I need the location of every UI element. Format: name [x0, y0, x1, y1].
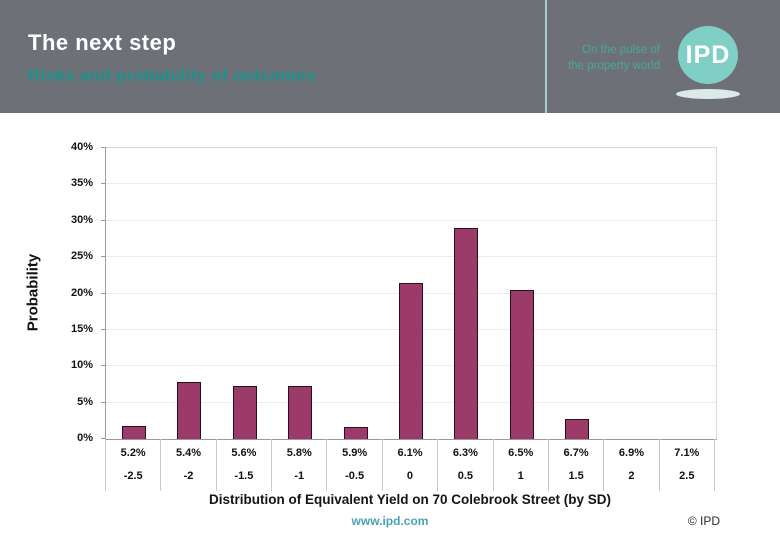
y-tick-mark [101, 219, 106, 221]
x-tick-yield: 5.9% [342, 447, 368, 459]
gridline [106, 219, 716, 221]
page-title: The next step [28, 30, 177, 55]
x-axis-category: 6.3% 0.5 [438, 439, 494, 491]
x-tick-yield: 5.2% [120, 447, 146, 459]
y-tick-mark [101, 183, 106, 185]
x-axis-labels: 5.2% -2.5 5.4% -2 5.6% -1.5 5.8% -1 5.9% -0.5 6.1%… [105, 439, 715, 491]
y-tick-mark [101, 328, 106, 330]
y-axis-title-text: Probability [24, 253, 42, 332]
x-axis-category: 6.7% 1.5 [549, 439, 605, 491]
y-tick-label: 15% [70, 322, 93, 335]
x-tick-sd: -1 [294, 470, 305, 482]
y-tick-mark [101, 438, 106, 439]
bar-5.4% [177, 382, 202, 439]
ipd-logo-icon: IPD [678, 26, 738, 84]
x-axis-category: 6.9% 2 [604, 439, 660, 491]
y-tick-label: 35% [70, 177, 93, 190]
plot-area [101, 147, 717, 440]
bar-5.9% [343, 426, 368, 439]
y-tick-label: 25% [70, 250, 93, 263]
x-axis-category: 7.1% 2.5 [660, 439, 715, 491]
x-tick-yield: 6.5% [508, 447, 534, 459]
x-axis-category: 6.1% 0 [383, 439, 439, 491]
x-tick-sd: -0.5 [345, 470, 365, 482]
tagline-line1: On the pulse of [582, 44, 660, 56]
y-axis-title: Probability [22, 147, 44, 438]
y-axis-tick-labels: 0% 5% 10% 15% 20% 25% 30% 35% 40% [50, 141, 99, 444]
website-link[interactable]: www.ipd.com [351, 514, 429, 528]
x-tick-yield: 5.8% [286, 447, 312, 459]
x-tick-sd: 2.5 [679, 470, 695, 482]
gridline [106, 256, 716, 258]
chart-title: Distribution of Equivalent Yield on 70 C… [208, 492, 612, 507]
y-tick-mark [101, 147, 106, 148]
x-axis-category: 6.5% 1 [494, 439, 549, 491]
x-tick-sd: -2.5 [123, 470, 143, 482]
bar-6.3% [454, 228, 479, 439]
x-tick-yield: 6.1% [397, 447, 423, 459]
y-tick-mark [101, 256, 106, 258]
x-tick-yield: 5.6% [231, 447, 257, 459]
x-axis-category: 5.4% -2 [161, 439, 217, 491]
bar-5.8% [288, 385, 313, 439]
bar-6.7% [565, 418, 590, 439]
y-tick-mark [101, 365, 106, 367]
y-tick-mark [101, 292, 106, 294]
x-tick-yield: 6.3% [452, 447, 478, 459]
y-tick-label: 30% [70, 213, 93, 226]
x-tick-yield: 7.1% [674, 447, 700, 459]
x-tick-sd: 2 [628, 470, 635, 482]
header-divider [545, 0, 547, 113]
ipd-logo-text: IPD [685, 40, 731, 69]
brand-tagline: On the pulse of the property world [568, 42, 660, 74]
header-band: The next step Risks and probability of o… [0, 0, 780, 113]
gridline [106, 183, 716, 185]
bar-6.5% [509, 289, 534, 439]
y-tick-label: 10% [70, 359, 93, 372]
x-tick-sd: 0 [406, 470, 414, 482]
x-axis-category: 5.9% -0.5 [327, 439, 383, 491]
y-tick-label: 40% [70, 141, 93, 153]
bar-5.2% [121, 425, 146, 439]
bar-6.1% [399, 282, 423, 439]
x-tick-sd: 1.5 [568, 470, 584, 482]
ipd-logo-shadow [676, 89, 740, 99]
x-tick-yield: 5.4% [176, 447, 202, 459]
page-subtitle: Risks and probability of outcomes [28, 66, 316, 85]
x-tick-sd: 0.5 [457, 470, 473, 482]
x-tick-yield: 6.9% [618, 447, 644, 459]
tagline-line2: the property world [567, 60, 660, 73]
x-axis-category: 5.6% -1.5 [217, 439, 273, 491]
x-tick-sd: 1 [517, 470, 524, 482]
y-tick-label: 20% [70, 286, 93, 299]
x-tick-sd: -1.5 [234, 470, 254, 482]
y-tick-label: 0% [77, 432, 93, 444]
bar-5.6% [232, 385, 257, 439]
x-axis-category: 5.8% -1 [272, 439, 328, 491]
copyright-text: © IPD [687, 514, 720, 528]
x-tick-yield: 6.7% [563, 447, 589, 459]
y-tick-label: 5% [77, 395, 93, 408]
x-tick-sd: -2 [183, 470, 194, 482]
y-tick-mark [101, 401, 106, 403]
x-axis-category: 5.2% -2.5 [106, 439, 162, 491]
